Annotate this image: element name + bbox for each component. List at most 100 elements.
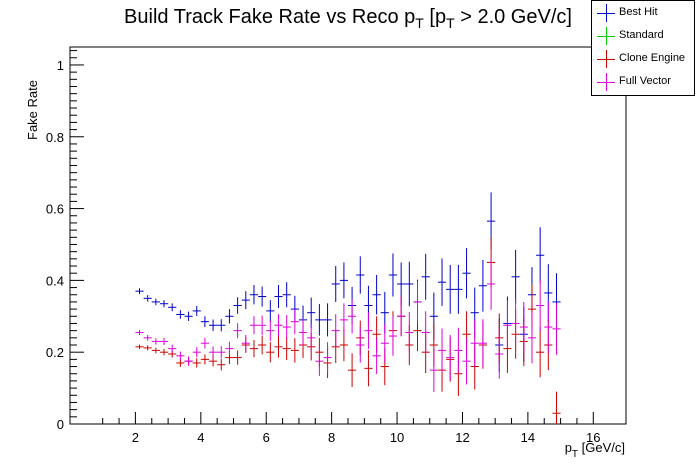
y-axis-label: Fake Rate bbox=[25, 80, 40, 140]
x-axis-label-p: p bbox=[565, 440, 572, 455]
data-point bbox=[437, 258, 447, 306]
data-point bbox=[446, 264, 455, 314]
legend-label: Full Vector bbox=[619, 75, 671, 87]
data-point bbox=[266, 320, 275, 342]
data-point bbox=[200, 354, 209, 365]
legend-entry-clone-engine: Clone Engine bbox=[592, 48, 694, 71]
data-point bbox=[429, 348, 438, 393]
y-axis-ticks: 0 0.2 0.4 0.6 0.8 1 bbox=[46, 50, 84, 432]
data-point bbox=[290, 309, 299, 335]
data-point bbox=[290, 338, 299, 363]
data-point bbox=[527, 312, 537, 364]
data-point bbox=[200, 316, 209, 328]
data-point bbox=[151, 338, 160, 345]
data-point bbox=[348, 299, 357, 334]
data-point bbox=[274, 336, 283, 358]
y-tick-label: 0.4 bbox=[46, 273, 64, 288]
data-point bbox=[159, 300, 169, 308]
data-point bbox=[225, 341, 234, 356]
legend-label: Best Hit bbox=[619, 6, 658, 18]
data-point bbox=[298, 319, 308, 346]
data-point bbox=[266, 300, 275, 322]
data-point bbox=[511, 298, 520, 349]
data-point bbox=[282, 282, 291, 308]
y-tick-label: 0.6 bbox=[46, 202, 64, 217]
data-point bbox=[249, 316, 259, 335]
data-point bbox=[544, 301, 553, 353]
data-point bbox=[454, 264, 463, 314]
data-point bbox=[495, 329, 504, 379]
legend-marker-standard bbox=[597, 27, 615, 45]
data-point bbox=[536, 279, 545, 332]
data-point bbox=[421, 253, 430, 300]
data-point bbox=[184, 311, 193, 321]
x-tick-label: 10 bbox=[390, 430, 404, 445]
data-point bbox=[315, 304, 324, 336]
data-point bbox=[217, 346, 226, 359]
data-point bbox=[421, 311, 430, 354]
x-axis-ticks: 2 4 6 8 10 12 14 16 bbox=[102, 412, 601, 445]
data-point bbox=[192, 305, 201, 316]
data-point bbox=[462, 248, 471, 299]
data-point bbox=[159, 337, 169, 346]
data-point bbox=[536, 227, 545, 284]
data-point bbox=[274, 285, 283, 309]
data-point bbox=[192, 347, 201, 358]
data-point bbox=[356, 256, 365, 294]
data-point bbox=[151, 347, 160, 354]
data-point bbox=[331, 266, 340, 302]
x-tick-label: 8 bbox=[328, 430, 335, 445]
legend-label: Clone Engine bbox=[619, 52, 686, 64]
x-axis-label-sub: T bbox=[572, 449, 578, 460]
data-point bbox=[307, 323, 316, 352]
data-point bbox=[266, 342, 275, 363]
legend-label: Standard bbox=[619, 29, 664, 41]
legend: Best Hit Standard Clone Engine Full Vect… bbox=[591, 0, 695, 96]
data-point bbox=[241, 334, 250, 352]
data-point bbox=[364, 350, 373, 387]
data-point bbox=[307, 297, 316, 328]
data-point bbox=[454, 327, 463, 374]
data-point bbox=[209, 319, 218, 332]
data-point bbox=[282, 337, 291, 361]
data-point bbox=[209, 346, 218, 358]
x-axis-label: pT [GeV/c] bbox=[565, 440, 625, 460]
data-point bbox=[233, 350, 242, 365]
y-tick-label: 0 bbox=[57, 417, 64, 432]
data-point bbox=[388, 316, 398, 356]
data-point bbox=[241, 291, 250, 310]
data-point bbox=[225, 309, 234, 324]
data-point bbox=[282, 315, 291, 339]
data-point bbox=[323, 342, 332, 374]
x-tick-label: 14 bbox=[521, 430, 535, 445]
x-tick-label: 4 bbox=[197, 430, 204, 445]
data-point bbox=[356, 327, 365, 363]
data-point bbox=[478, 259, 487, 312]
plot-frame bbox=[69, 46, 627, 425]
legend-marker-best-hit bbox=[597, 4, 615, 22]
data-point bbox=[151, 298, 160, 306]
data-point bbox=[405, 311, 414, 353]
data-point bbox=[168, 303, 177, 312]
data-point bbox=[200, 337, 209, 349]
data-point bbox=[372, 274, 381, 315]
data-point bbox=[233, 297, 242, 314]
y-tick-label: 0.8 bbox=[46, 130, 64, 145]
data-point bbox=[552, 391, 561, 424]
data-point bbox=[511, 249, 520, 304]
data-point bbox=[176, 359, 185, 367]
data-point bbox=[258, 315, 267, 335]
data-point bbox=[233, 323, 242, 339]
data-point bbox=[413, 281, 422, 323]
data-point bbox=[519, 301, 528, 353]
data-point bbox=[339, 262, 348, 299]
chart-title: Build Track Fake Rate vs Reco pT [pT > 2… bbox=[124, 6, 572, 31]
data-point bbox=[470, 319, 479, 367]
series-clone-engine bbox=[135, 237, 561, 424]
data-point bbox=[143, 295, 152, 302]
data-point bbox=[487, 258, 496, 310]
data-point bbox=[274, 314, 283, 337]
data-point bbox=[348, 353, 357, 388]
data-point bbox=[315, 346, 324, 376]
